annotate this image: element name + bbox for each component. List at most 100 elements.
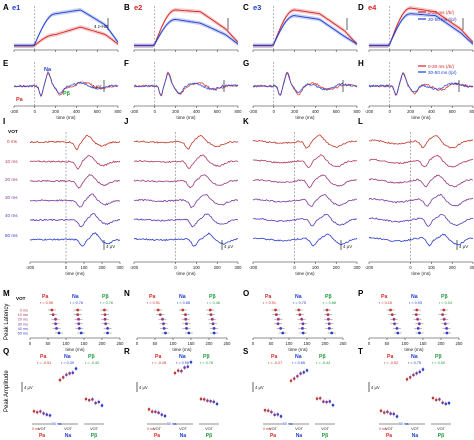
lat-point-3-1-1 — [414, 313, 418, 316]
amp-vot-label-2-2: VOT — [321, 427, 329, 431]
lat-point-0-2-1 — [77, 317, 80, 321]
erp-tick-label-3-4: 600 — [449, 109, 457, 114]
lat-point-0-5-1 — [79, 331, 83, 335]
lat-point-1-3-0 — [162, 322, 165, 326]
vot-tick-label-1-0: -200 — [130, 265, 139, 270]
erp-trace-r-2 — [252, 71, 358, 96]
erp-tick-label-3-0: -200 — [365, 109, 374, 114]
amp-vot-label-3-1: VOT — [411, 427, 419, 431]
amp-point-3-2-4 — [444, 402, 448, 406]
amp-ms0-0: 0 ms — [32, 427, 40, 431]
amp-point-3-1-5 — [421, 368, 425, 371]
lat-point-3-5-1 — [418, 331, 421, 335]
lat-comp-1-1: Na — [179, 294, 186, 300]
component-label-Pa: Pa — [16, 97, 24, 103]
vot-scale-label-2: 4 μV — [343, 244, 352, 249]
amp-point-1-2-4 — [212, 400, 216, 404]
panel-letter-H: H — [358, 59, 364, 68]
lat-point-1-2-0 — [161, 317, 164, 321]
amp-ms0-2: 0 ms — [263, 427, 271, 431]
erp-xlabel-1: time (ms) — [176, 115, 196, 120]
amp-point-0-1-1 — [61, 376, 65, 379]
amp-corr-2-0: r = -0.27 — [268, 361, 282, 365]
amp-scale-label-0: 4 μV — [24, 385, 33, 390]
vot-trace-3-5 — [368, 233, 474, 247]
electrode-label-e1: e1 — [12, 3, 20, 12]
vot-tick-label-1-2: 100 — [193, 265, 201, 270]
erp-trace-b-1 — [134, 72, 239, 96]
lat-point-2-5-1 — [301, 331, 305, 335]
vot-label-5: 50 ms — [5, 233, 18, 238]
vot-tick-label-2-0: -200 — [249, 265, 258, 270]
amp-comp-0-2: Pβ — [88, 354, 95, 360]
amp-corr-0-0: r = -0.51 — [37, 361, 51, 365]
lat-comp-0-0: Pa — [42, 294, 48, 300]
lat-point-1-4-1 — [185, 327, 188, 330]
amp-comp-2-0: Pa — [271, 354, 277, 360]
lat-corr-2-0: r = 0.91 — [263, 301, 276, 305]
vot-trace-1-2 — [133, 174, 238, 189]
hg-trace-b-2 — [253, 15, 358, 47]
amp-point-3-2-1 — [434, 398, 438, 402]
erp-axes-0 — [13, 62, 119, 108]
hg-trace-b-0 — [14, 9, 119, 47]
lat-corr-0-2: r = 0.76 — [100, 301, 113, 305]
amp-point-3-1-1 — [408, 376, 412, 379]
amp-point-1-2-3 — [209, 399, 212, 403]
peak-amplitude-label: Peak Amplitude — [4, 370, 10, 412]
amp-ms50-0: 50 ms — [52, 422, 62, 426]
vot-tick-label-0-0: -200 — [26, 265, 35, 270]
erp-trace-b-3 — [368, 72, 474, 96]
amp-axes-3 — [368, 382, 451, 425]
legend-top: 0-20 ms (/b/) 30-50 ms (/p/) — [418, 10, 457, 22]
erp-tick-label-2-4: 600 — [333, 109, 341, 114]
erp-tick-label-3-2: 200 — [407, 109, 415, 114]
lat-point-0-5-0 — [57, 331, 61, 335]
lat-point-3-3-1 — [417, 322, 421, 326]
hg-scale-label: 4 z-HG — [94, 24, 109, 29]
amp-axes-0 — [21, 382, 104, 425]
amp-comp-3-0: Pa — [387, 354, 393, 360]
vot-header: VOT — [8, 129, 18, 135]
panel-letter-T: T — [358, 347, 363, 356]
amp-point-0-2-0 — [84, 397, 88, 401]
amp-corr-3-0: r = -0.52 — [384, 361, 398, 365]
lat-point-3-1-0 — [390, 313, 394, 316]
erp-tick-label-1-0: -200 — [130, 109, 139, 114]
vot-trace-2-4 — [252, 213, 358, 227]
lat-point-0-2-0 — [54, 317, 57, 321]
vot-tick-label-0-3: 200 — [99, 265, 107, 270]
lat-comp-0-2: Pβ — [102, 294, 109, 300]
amp-point-2-2-3 — [325, 400, 328, 404]
amp-point-3-1-2 — [412, 373, 415, 377]
amp-scale-label-1: 4 μV — [139, 385, 148, 390]
legend-eh: 0-20 ms (/b/) 30-50 ms (/p/) — [418, 64, 457, 75]
vot-trace-1-0 — [133, 134, 239, 150]
legend2-line2: 30-50 ms (/p/) — [428, 70, 457, 75]
amp-comp-bottom-0-2: Pβ — [91, 433, 97, 439]
lat-point-1-5-1 — [187, 331, 191, 335]
lat-vot-0: 0 ms — [20, 309, 28, 313]
lat-point-0-5-2 — [106, 331, 109, 335]
lat-point-1-3-1 — [185, 322, 188, 326]
lat-corr-3-0: r = 0.15 — [379, 301, 392, 305]
lat-point-3-4-1 — [416, 327, 420, 330]
vot-tick-label-2-2: 100 — [312, 265, 320, 270]
amp-point-3-2-0 — [431, 396, 435, 400]
lat-point-0-4-0 — [55, 327, 58, 330]
legend-line1: 0-20 ms (/b/) — [428, 10, 455, 15]
lat-point-0-3-2 — [104, 322, 108, 326]
component-label-Pb: Pβ — [63, 91, 71, 97]
vot-trace-1-3 — [133, 193, 239, 209]
hg-band-b-0 — [14, 8, 118, 48]
amp-comp-bottom-3-2: Pβ — [438, 433, 444, 439]
amp-comp-bottom-1-0: Pa — [154, 433, 160, 439]
lat-axes-2 — [252, 337, 344, 340]
dynamic-text-layer: -200 0 200 400 600 800 time (ms) -200 0 200 400 600… — [10, 109, 474, 439]
vot-trace-3-0 — [368, 135, 474, 149]
amp-point-3-2-5 — [447, 401, 451, 405]
lat-vot-5: 50 ms — [18, 332, 28, 336]
amp-vot-label-1-0: VOT — [153, 427, 161, 431]
vot-header-M: VOT — [16, 296, 26, 301]
